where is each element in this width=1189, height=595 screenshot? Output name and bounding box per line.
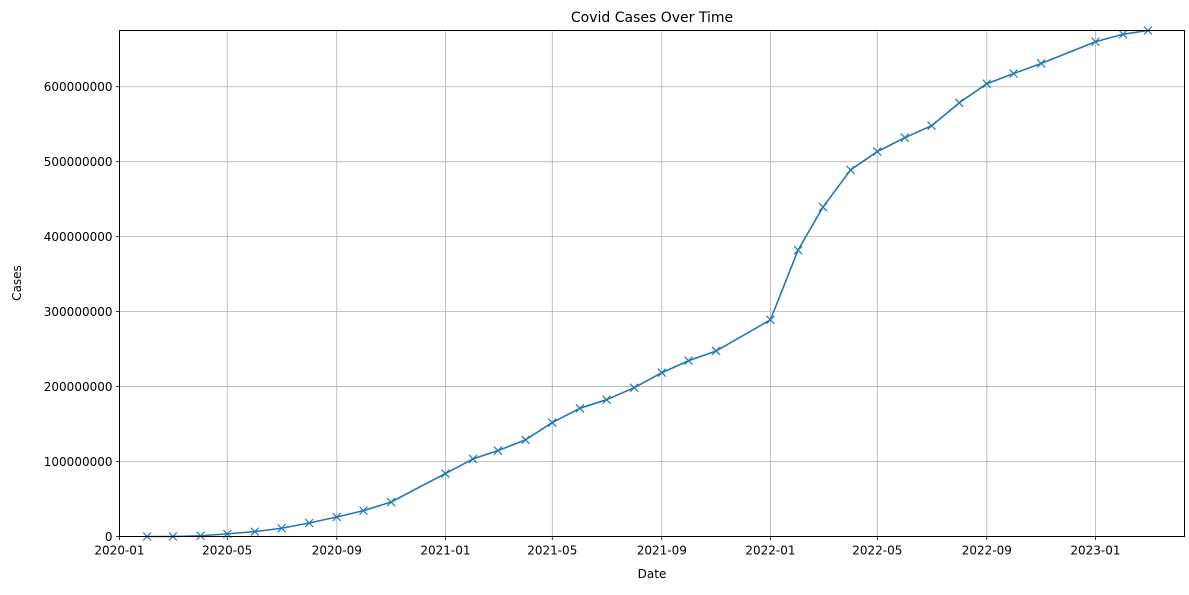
y-tick-label: 600000000 <box>44 80 113 94</box>
data-point-marker <box>872 147 882 156</box>
data-point-marker <box>1091 37 1100 47</box>
data-point-marker <box>575 403 585 413</box>
data-point-marker <box>900 133 910 143</box>
data-point-marker <box>927 121 937 131</box>
data-point-marker <box>954 98 964 108</box>
data-point-marker <box>359 506 368 516</box>
data-point-marker <box>711 346 721 356</box>
y-tick-label: 300000000 <box>44 305 113 319</box>
data-point-marker <box>250 527 260 537</box>
data-point-marker <box>818 202 828 212</box>
data-point-marker <box>277 523 286 533</box>
x-tick-label: 2020-05 <box>202 544 252 558</box>
x-tick-label: 2022-09 <box>962 544 1012 558</box>
y-axis-label: Cases <box>10 265 24 301</box>
y-tick-label: 100000000 <box>44 455 113 469</box>
data-point-marker <box>1118 29 1128 39</box>
data-point-marker <box>793 245 803 255</box>
data-point-marker <box>468 454 478 464</box>
data-point-marker <box>684 356 693 366</box>
x-tick-label: 2021-09 <box>637 544 687 558</box>
data-point-marker <box>440 469 450 478</box>
data-point-marker <box>846 165 855 175</box>
tick-layer: 2020-01 2020-05 2020-09 2021-01 2021-05 2021-… <box>44 80 1121 557</box>
data-point-marker <box>547 418 557 427</box>
x-tick-label: 2023-01 <box>1070 544 1120 558</box>
x-axis-label: Date <box>638 567 667 581</box>
data-point-marker <box>629 383 639 393</box>
y-tick-label: 500000000 <box>44 155 113 169</box>
data-point-marker <box>766 315 775 325</box>
data-point-marker <box>1009 69 1018 79</box>
x-tick-label: 2021-05 <box>527 544 577 558</box>
y-tick-label: 200000000 <box>44 380 113 394</box>
plot-frame <box>119 30 1185 537</box>
data-point-marker <box>332 512 342 522</box>
data-point-marker <box>493 446 503 456</box>
data-point-marker <box>982 79 992 89</box>
data-point-marker <box>657 368 667 378</box>
x-tick-label: 2022-05 <box>852 544 902 558</box>
data-point-marker <box>196 531 205 541</box>
series-layer <box>142 26 1153 541</box>
x-tick-label: 2021-01 <box>420 544 470 558</box>
data-point-marker <box>521 435 530 445</box>
x-tick-label: 2020-01 <box>94 544 144 558</box>
y-tick-label: 0 <box>105 530 113 544</box>
x-tick-label: 2020-09 <box>312 544 362 558</box>
x-tick-label: 2022-01 <box>745 544 795 558</box>
data-point-marker <box>1036 59 1046 68</box>
chart-title: Covid Cases Over Time <box>571 10 733 26</box>
y-tick-label: 400000000 <box>44 230 113 244</box>
data-point-marker <box>602 395 612 405</box>
data-point-marker <box>386 497 396 507</box>
data-point-marker <box>304 518 314 528</box>
